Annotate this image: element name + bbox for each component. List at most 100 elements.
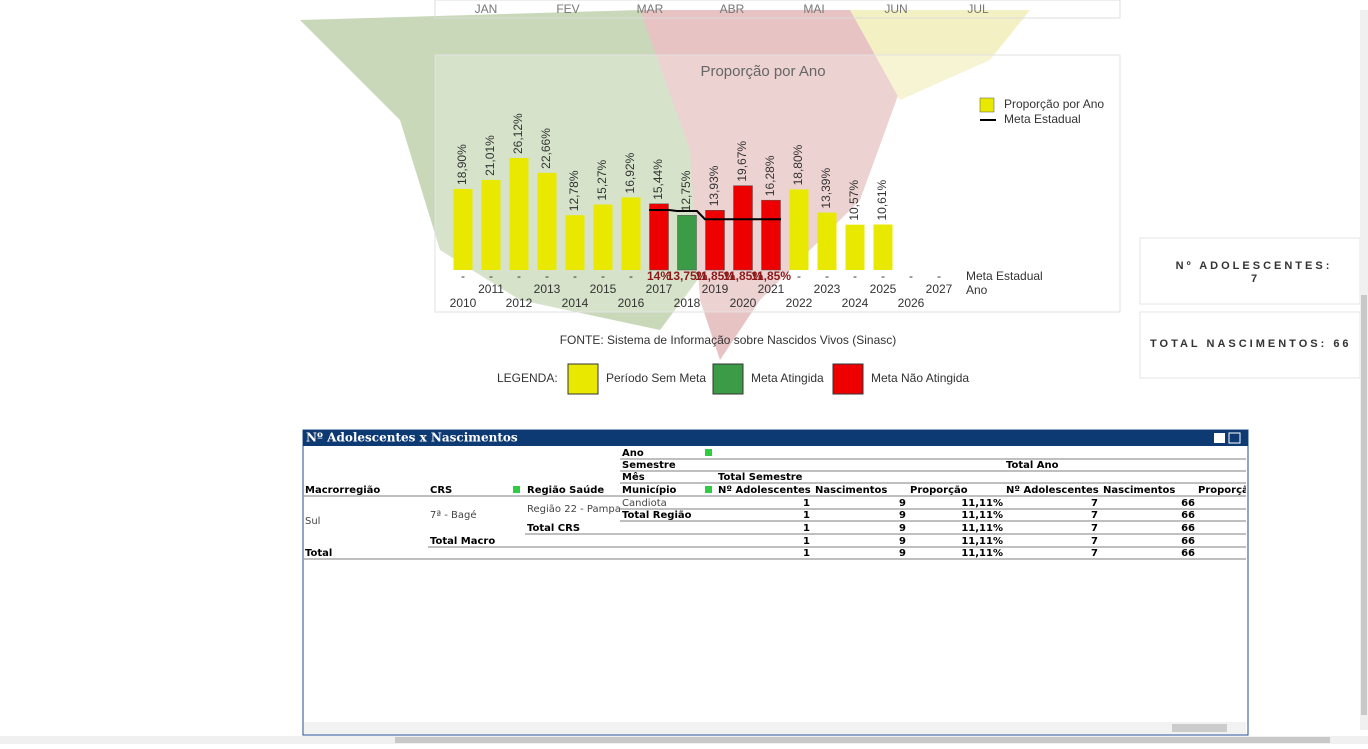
bar <box>565 215 585 270</box>
kpi-value: 7 <box>1251 273 1257 285</box>
map-red <box>640 10 900 360</box>
bar <box>705 210 725 271</box>
cell: 7ª - Bagé <box>430 509 477 521</box>
legend-item: Meta Atingida <box>751 371 824 385</box>
x-tick-label: 2022 <box>786 296 813 310</box>
excel-icon[interactable] <box>1228 432 1241 444</box>
cell: 66 <box>1181 523 1195 534</box>
legend-item: Meta Não Atingida <box>871 371 969 385</box>
dim-value: Total Ano <box>1006 460 1059 471</box>
meta-label: - <box>881 269 885 283</box>
row-label: Candiota <box>622 498 667 509</box>
x-tick-label: 2023 <box>814 282 841 296</box>
x-tick-label: 2018 <box>674 296 701 310</box>
legend-label: Proporção por Ano <box>1004 97 1104 111</box>
bar-label: 12,78% <box>567 170 581 211</box>
dim-label: Semestre <box>622 460 676 471</box>
bar <box>649 203 669 271</box>
cell: 1 <box>803 510 810 521</box>
cell: 7 <box>1091 498 1098 509</box>
legend-label: Meta Estadual <box>1004 112 1081 126</box>
cell: 9 <box>899 536 906 547</box>
x-axis-label: Ano <box>966 283 988 297</box>
table-scroll-thumb[interactable] <box>1172 724 1227 732</box>
bar-label: 15,44% <box>651 159 665 200</box>
meta-label: 11,85% <box>695 269 735 283</box>
bar-label: 21,01% <box>483 135 497 176</box>
month-box <box>434 0 1121 19</box>
scroll-thumb[interactable] <box>1361 295 1367 715</box>
bar-label: 16,28% <box>763 155 777 196</box>
meta-label: - <box>629 269 633 283</box>
legend-box <box>712 363 744 395</box>
cell: 1 <box>803 523 810 534</box>
x-tick-label: 2026 <box>898 296 925 310</box>
cell: 66 <box>1181 548 1195 559</box>
table-header-bar <box>303 430 1248 446</box>
bar-label: 22,66% <box>539 128 553 169</box>
cell: 66 <box>1181 510 1195 521</box>
meta-label: - <box>853 269 857 283</box>
print-icon[interactable] <box>1214 433 1225 443</box>
cell: 7 <box>1091 548 1098 559</box>
meta-label: - <box>517 269 521 283</box>
month-label: FEV <box>556 2 579 16</box>
column-header: Macrorregião <box>305 485 380 496</box>
cell: 9 <box>899 498 906 509</box>
bar <box>789 189 809 270</box>
h-scroll-thumb[interactable] <box>395 737 1330 743</box>
bar <box>677 215 697 271</box>
x-tick-label: 2013 <box>534 282 561 296</box>
legend-swatch <box>979 97 995 113</box>
x-tick-label: 2014 <box>562 296 589 310</box>
table-scrollbar[interactable] <box>304 722 1246 734</box>
cell: 9 <box>899 548 906 559</box>
filter-dot <box>513 486 520 493</box>
column-header: CRS <box>430 485 452 496</box>
cell: 11,11% <box>961 498 1003 509</box>
table-title: Nº Adolescentes x Nascimentos <box>306 431 518 445</box>
cell: 11,11% <box>961 523 1003 534</box>
month-label: MAI <box>803 2 824 16</box>
x-tick-label: 2027 <box>926 282 953 296</box>
meta-label: 11,85% <box>723 269 763 283</box>
bar <box>481 179 501 270</box>
bar <box>873 224 893 270</box>
meta-label: - <box>545 269 549 283</box>
bar-label: 13,39% <box>819 168 833 209</box>
month-label: JUL <box>967 2 989 16</box>
bar <box>817 212 837 270</box>
dim-value: Total Semestre <box>718 472 803 483</box>
meta-label: - <box>797 269 801 283</box>
bar-label: 18,90% <box>455 144 469 185</box>
table-window: Nº Adolescentes x Nascimentos AnoSemestr… <box>302 429 1249 736</box>
bar-label: 10,61% <box>875 179 889 220</box>
cell: 11,11% <box>961 536 1003 547</box>
filter-dot <box>705 486 712 493</box>
month-label: JUN <box>884 2 907 16</box>
meta-label: 14% <box>647 269 671 283</box>
x-tick-label: 2016 <box>618 296 645 310</box>
x-tick-label: 2012 <box>506 296 533 310</box>
cell: 11,11% <box>961 548 1003 559</box>
meta-label: - <box>489 269 493 283</box>
cell: 1 <box>803 498 810 509</box>
meta-label: - <box>573 269 577 283</box>
bar-label: 15,27% <box>595 159 609 200</box>
meta-label: - <box>937 269 941 283</box>
meta-label: 13,75% <box>667 269 708 283</box>
legend-item: Período Sem Meta <box>606 371 706 385</box>
row-label: Total <box>305 548 332 559</box>
row-label: Total Região <box>622 510 692 521</box>
cell: 1 <box>803 548 810 559</box>
bar <box>537 172 557 270</box>
cell: Região 22 - Pampa <box>527 504 621 515</box>
cell: 66 <box>1181 498 1195 509</box>
cell: 11,11% <box>961 510 1003 521</box>
bar <box>733 185 753 271</box>
kpi-value: 66 <box>1333 338 1351 350</box>
month-label: JAN <box>475 2 498 16</box>
cell: 66 <box>1181 536 1195 547</box>
kpi-panel <box>1139 311 1361 379</box>
